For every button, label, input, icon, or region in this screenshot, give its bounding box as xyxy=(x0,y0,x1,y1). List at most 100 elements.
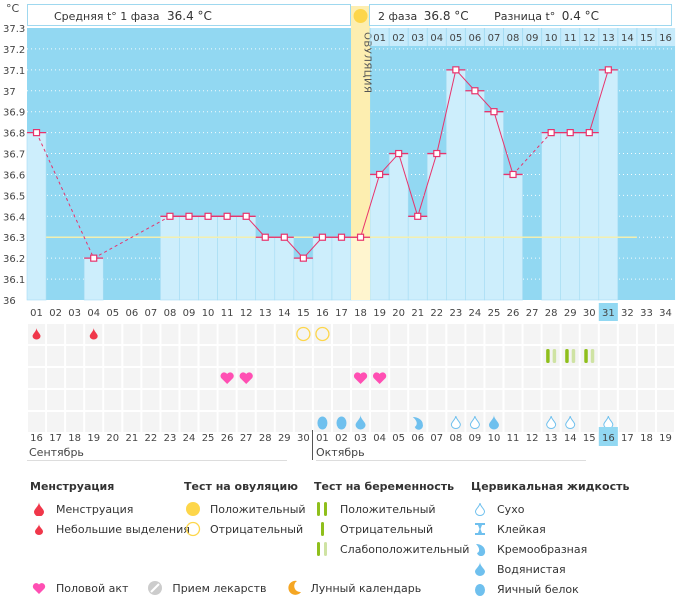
one-line-icon xyxy=(314,521,332,537)
legend-item: Половой акт xyxy=(30,578,128,598)
marker-cell xyxy=(161,368,179,388)
marker-cell xyxy=(142,346,160,366)
marker-cell xyxy=(561,368,579,388)
watery-drop-icon xyxy=(471,561,489,577)
cycle-day-label: 29 xyxy=(564,308,577,319)
cycle-day-label: 07 xyxy=(145,308,158,319)
small-blood-drop-icon xyxy=(30,521,48,537)
marker-cell xyxy=(256,324,274,344)
marker-cell xyxy=(656,390,675,410)
marker-cell xyxy=(580,368,598,388)
marker-cell xyxy=(504,390,522,410)
marker-cell xyxy=(256,368,274,388)
marker-cell xyxy=(580,390,598,410)
marker-cell xyxy=(218,346,236,366)
marker-cell xyxy=(275,368,293,388)
temperature-point xyxy=(433,149,441,158)
temperature-point xyxy=(280,233,288,241)
marker-cell xyxy=(47,368,65,388)
marker-cell xyxy=(332,368,351,388)
temperature-point xyxy=(166,212,174,220)
marker-cell xyxy=(618,368,636,388)
marker-cell xyxy=(123,390,141,410)
marker-cell xyxy=(218,390,236,410)
marker-cell xyxy=(161,346,179,366)
heart-icon xyxy=(373,372,387,384)
marker-cell xyxy=(142,412,160,432)
legend-title: Тест на беременность xyxy=(314,480,455,493)
cycle-day-label: 26 xyxy=(507,308,520,319)
date-label: 13 xyxy=(545,433,558,444)
weekend-date-label: 12 xyxy=(526,433,539,444)
dry-drop-icon xyxy=(471,501,489,517)
marker-cell xyxy=(28,390,46,410)
marker-cell xyxy=(352,390,370,410)
bbt-chart: 37.3 37.2 37.1 37 36.9 36.8 36.7 36.6 36.5 36.4 36… xyxy=(3,6,676,446)
marker-cell xyxy=(104,412,122,432)
marker-cell xyxy=(618,390,636,410)
date-label: 29 xyxy=(278,433,291,444)
dpo-label: 13 xyxy=(602,33,615,44)
marker-cell xyxy=(523,390,541,410)
marker-cell xyxy=(47,324,65,344)
month-september: Сентябрь xyxy=(29,446,84,459)
legend-item: Небольшие выделения xyxy=(30,519,190,539)
marker-cell xyxy=(504,324,522,344)
today-highlight xyxy=(598,427,618,446)
circle-filled-icon xyxy=(184,501,202,517)
temperature-point xyxy=(604,66,612,74)
marker-cell xyxy=(390,412,408,432)
weak-lines-icon xyxy=(314,541,332,557)
legend-item: Лунный календарь xyxy=(285,578,421,598)
dpo-label: 08 xyxy=(507,33,520,44)
dpo-label: 15 xyxy=(640,33,653,44)
marker-cell xyxy=(123,346,141,366)
marker-cell xyxy=(199,390,217,410)
marker-cell xyxy=(237,390,255,410)
legend-title: Тест на овуляцию xyxy=(184,480,298,493)
temperature-point xyxy=(585,129,593,137)
marker-cell xyxy=(85,346,103,366)
phase2-value: 36.8 °C xyxy=(423,9,469,23)
ovulation-sun-icon xyxy=(353,9,368,23)
marker-cell xyxy=(390,390,408,410)
marker-cell xyxy=(561,390,579,410)
heart-icon xyxy=(239,372,253,384)
marker-cell xyxy=(371,324,389,344)
temperature-point xyxy=(261,233,269,241)
marker-cell xyxy=(504,412,522,432)
temperature-point xyxy=(223,212,231,220)
y-tick-label: 36.5 xyxy=(3,191,25,202)
creamy-icon xyxy=(412,417,424,430)
dpo-label: 10 xyxy=(545,33,558,44)
cycle-day-label: 02 xyxy=(49,308,62,319)
marker-cell xyxy=(313,390,331,410)
cycle-day-label: 08 xyxy=(164,308,177,319)
marker-cell xyxy=(161,324,179,344)
marker-cell xyxy=(523,346,541,366)
marker-cell xyxy=(409,324,427,344)
temperature-bar xyxy=(255,236,276,301)
blood-drop-icon xyxy=(30,501,48,517)
dry-drop-icon xyxy=(450,415,461,429)
temperature-bar xyxy=(598,69,619,301)
pregnancy-test-weak-line-icon xyxy=(571,349,576,363)
sticky-icon xyxy=(471,521,489,537)
cycle-day-label: 17 xyxy=(335,308,348,319)
cycle-day-label: 33 xyxy=(640,308,653,319)
temperature-point xyxy=(90,254,98,262)
watery-drop-icon xyxy=(355,415,366,430)
dpo-label: 11 xyxy=(564,33,577,44)
cycle-day-label: 04 xyxy=(87,308,100,319)
marker-cell xyxy=(180,412,198,432)
marker-cell xyxy=(656,412,675,432)
marker-cell xyxy=(485,390,503,410)
cycle-day-label: 24 xyxy=(469,308,482,319)
cycle-day-label: 16 xyxy=(316,308,329,319)
legend-item: Сухо xyxy=(471,499,629,519)
marker-cell xyxy=(352,324,370,344)
marker-cell xyxy=(599,324,617,344)
marker-cell xyxy=(447,390,465,410)
temperature-line xyxy=(417,153,438,217)
marker-cell xyxy=(409,368,427,388)
